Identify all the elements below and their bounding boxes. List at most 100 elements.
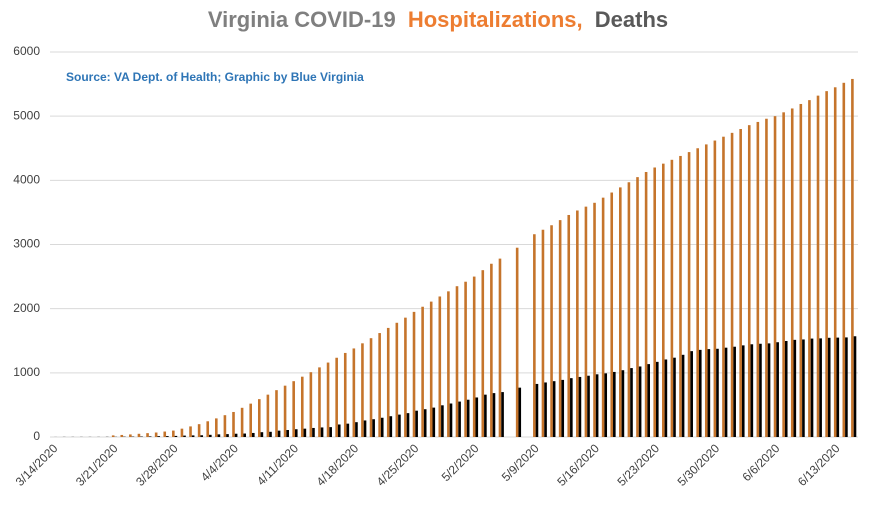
bar	[767, 343, 771, 437]
bar	[567, 214, 571, 437]
bar	[404, 317, 407, 437]
bar	[206, 421, 210, 437]
bar	[833, 87, 837, 438]
bar	[441, 405, 444, 437]
bar	[369, 338, 373, 437]
bar	[576, 210, 579, 437]
x-tick-label: 5/16/2020	[554, 441, 602, 489]
bar	[784, 341, 788, 437]
bar	[455, 286, 459, 437]
x-tick-label: 4/11/2020	[254, 441, 301, 488]
bar	[475, 397, 479, 437]
bar	[335, 357, 338, 437]
x-tick-label: 3/14/2020	[13, 441, 61, 489]
bar	[816, 95, 820, 437]
bar	[386, 327, 390, 437]
bar	[544, 382, 547, 437]
bar	[790, 108, 794, 437]
bar	[146, 433, 149, 437]
bar	[851, 78, 854, 437]
bar	[157, 436, 161, 437]
bar	[836, 337, 840, 437]
y-tick-label: 2000	[13, 301, 40, 315]
bar	[661, 163, 665, 437]
bar	[154, 432, 158, 437]
bar	[232, 411, 235, 437]
bar	[827, 337, 831, 437]
bar	[303, 428, 307, 437]
bar	[613, 371, 616, 437]
bar	[412, 311, 416, 437]
bar	[636, 177, 639, 437]
x-tick-label: 3/21/2020	[73, 441, 121, 489]
bar	[346, 423, 350, 437]
bar	[810, 338, 814, 437]
bar	[722, 136, 725, 437]
bar	[724, 347, 728, 437]
bar	[773, 116, 777, 438]
bar	[681, 354, 685, 437]
chart-title: Virginia COVID-19 Hospitalizations, Deat…	[208, 7, 668, 32]
bar	[466, 399, 470, 437]
y-tick-label: 4000	[13, 173, 40, 187]
y-tick-label: 5000	[13, 108, 40, 122]
bar	[429, 301, 433, 437]
bar	[533, 234, 536, 437]
bar	[191, 435, 195, 437]
bar	[619, 187, 622, 437]
y-tick-label: 6000	[13, 44, 40, 58]
bar	[656, 361, 659, 437]
bar	[197, 424, 201, 437]
bar	[309, 372, 313, 437]
bar	[550, 225, 553, 437]
bar	[438, 296, 442, 437]
bar	[275, 390, 278, 437]
bar	[174, 435, 178, 437]
bar	[776, 342, 779, 437]
bar	[515, 247, 519, 437]
title-part: Virginia COVID-19	[208, 7, 396, 32]
bar	[541, 229, 545, 437]
x-tick-label: 5/9/2020	[499, 441, 542, 484]
bar	[733, 346, 736, 437]
bar	[707, 349, 711, 437]
bar	[421, 306, 424, 437]
bar	[765, 118, 768, 437]
bar	[535, 383, 539, 437]
bar	[687, 152, 691, 437]
y-tick-label: 1000	[13, 365, 40, 379]
bar	[300, 376, 304, 437]
bar	[464, 281, 467, 437]
bar	[183, 435, 186, 437]
bar	[266, 394, 270, 437]
bar	[423, 409, 427, 437]
bar	[137, 433, 141, 437]
bar	[472, 276, 476, 437]
bar	[484, 394, 487, 437]
title-part: Hospitalizations,	[408, 7, 583, 32]
x-tick-label: 5/23/2020	[614, 441, 662, 489]
bar	[673, 357, 676, 437]
bar	[584, 206, 588, 437]
bar	[604, 373, 608, 437]
x-tick-label: 4/4/2020	[198, 441, 241, 484]
bar	[240, 407, 244, 437]
bar	[595, 374, 599, 437]
bar	[294, 429, 298, 437]
bar	[498, 258, 502, 437]
bar	[329, 427, 332, 437]
bar	[209, 434, 212, 437]
bar	[343, 352, 347, 437]
bar	[587, 375, 590, 437]
bar	[378, 333, 381, 437]
bar	[664, 359, 668, 437]
bar	[355, 422, 358, 437]
bar	[217, 434, 221, 437]
bar	[163, 431, 167, 437]
bar	[593, 202, 596, 437]
title-part: Deaths	[595, 7, 668, 32]
bar	[853, 336, 857, 437]
bar	[352, 348, 356, 437]
x-tick-label: 4/25/2020	[374, 441, 422, 489]
x-tick-label: 6/13/2020	[795, 441, 843, 489]
